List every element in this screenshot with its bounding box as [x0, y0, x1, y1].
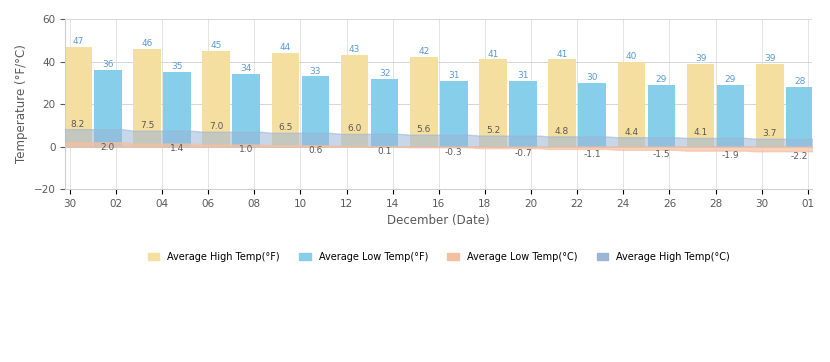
- Text: -2.2: -2.2: [791, 152, 808, 161]
- Bar: [579, 83, 606, 147]
- Text: 0.1: 0.1: [378, 147, 392, 156]
- Bar: [686, 64, 715, 147]
- Bar: [371, 79, 398, 147]
- Text: 43: 43: [349, 45, 360, 54]
- Text: 46: 46: [141, 39, 153, 48]
- Text: 1.4: 1.4: [170, 144, 184, 153]
- Text: -0.7: -0.7: [514, 149, 532, 158]
- Text: 33: 33: [310, 67, 321, 76]
- Text: -1.1: -1.1: [583, 150, 601, 159]
- Text: 3.7: 3.7: [763, 129, 777, 138]
- Bar: [94, 70, 122, 147]
- Text: 7.0: 7.0: [209, 122, 223, 131]
- Bar: [133, 49, 161, 147]
- Y-axis label: Temperature (°F/°C): Temperature (°F/°C): [15, 45, 28, 164]
- Bar: [232, 74, 260, 147]
- Text: 31: 31: [448, 71, 460, 80]
- Text: 41: 41: [556, 50, 568, 59]
- Bar: [440, 81, 467, 147]
- Text: 30: 30: [587, 73, 598, 82]
- Text: -1.9: -1.9: [722, 151, 740, 160]
- Text: 0.6: 0.6: [308, 146, 323, 155]
- Text: 47: 47: [72, 37, 84, 46]
- Text: 35: 35: [171, 62, 183, 71]
- Bar: [164, 72, 191, 147]
- Legend: Average High Temp(°F), Average Low Temp(°F), Average Low Temp(°C), Average High : Average High Temp(°F), Average Low Temp(…: [144, 248, 734, 266]
- Text: 5.6: 5.6: [417, 125, 431, 134]
- Bar: [756, 64, 784, 147]
- Text: 44: 44: [280, 43, 291, 52]
- Text: 4.8: 4.8: [555, 127, 569, 136]
- Bar: [549, 59, 576, 147]
- Bar: [410, 57, 437, 147]
- Bar: [786, 87, 813, 147]
- Text: 28: 28: [794, 77, 805, 86]
- Bar: [618, 62, 645, 147]
- Text: 4.1: 4.1: [693, 128, 708, 137]
- Text: 40: 40: [626, 52, 637, 61]
- Text: 6.5: 6.5: [278, 123, 293, 132]
- Text: 42: 42: [418, 47, 429, 56]
- Text: 29: 29: [725, 75, 736, 84]
- Text: -1.5: -1.5: [652, 150, 670, 159]
- Bar: [271, 53, 300, 147]
- Text: 32: 32: [378, 69, 390, 78]
- Text: 39: 39: [764, 54, 775, 63]
- Text: 36: 36: [102, 60, 114, 69]
- Bar: [203, 51, 230, 147]
- Text: 41: 41: [487, 50, 499, 59]
- Text: 4.4: 4.4: [624, 127, 638, 136]
- Bar: [301, 76, 330, 147]
- Text: 31: 31: [517, 71, 529, 80]
- Text: 6.0: 6.0: [348, 124, 362, 133]
- Text: 45: 45: [211, 41, 222, 50]
- X-axis label: December (Date): December (Date): [388, 214, 490, 227]
- Bar: [479, 59, 507, 147]
- Text: 34: 34: [241, 64, 251, 73]
- Text: 29: 29: [656, 75, 667, 84]
- Text: -0.3: -0.3: [445, 148, 462, 157]
- Text: 8.2: 8.2: [71, 119, 85, 129]
- Bar: [647, 85, 675, 147]
- Text: 5.2: 5.2: [486, 126, 500, 135]
- Text: 39: 39: [695, 54, 706, 63]
- Bar: [341, 55, 369, 147]
- Text: 1.0: 1.0: [239, 145, 253, 154]
- Text: 7.5: 7.5: [139, 121, 154, 130]
- Bar: [716, 85, 745, 147]
- Bar: [509, 81, 537, 147]
- Bar: [64, 47, 91, 147]
- Text: 2.0: 2.0: [100, 143, 115, 152]
